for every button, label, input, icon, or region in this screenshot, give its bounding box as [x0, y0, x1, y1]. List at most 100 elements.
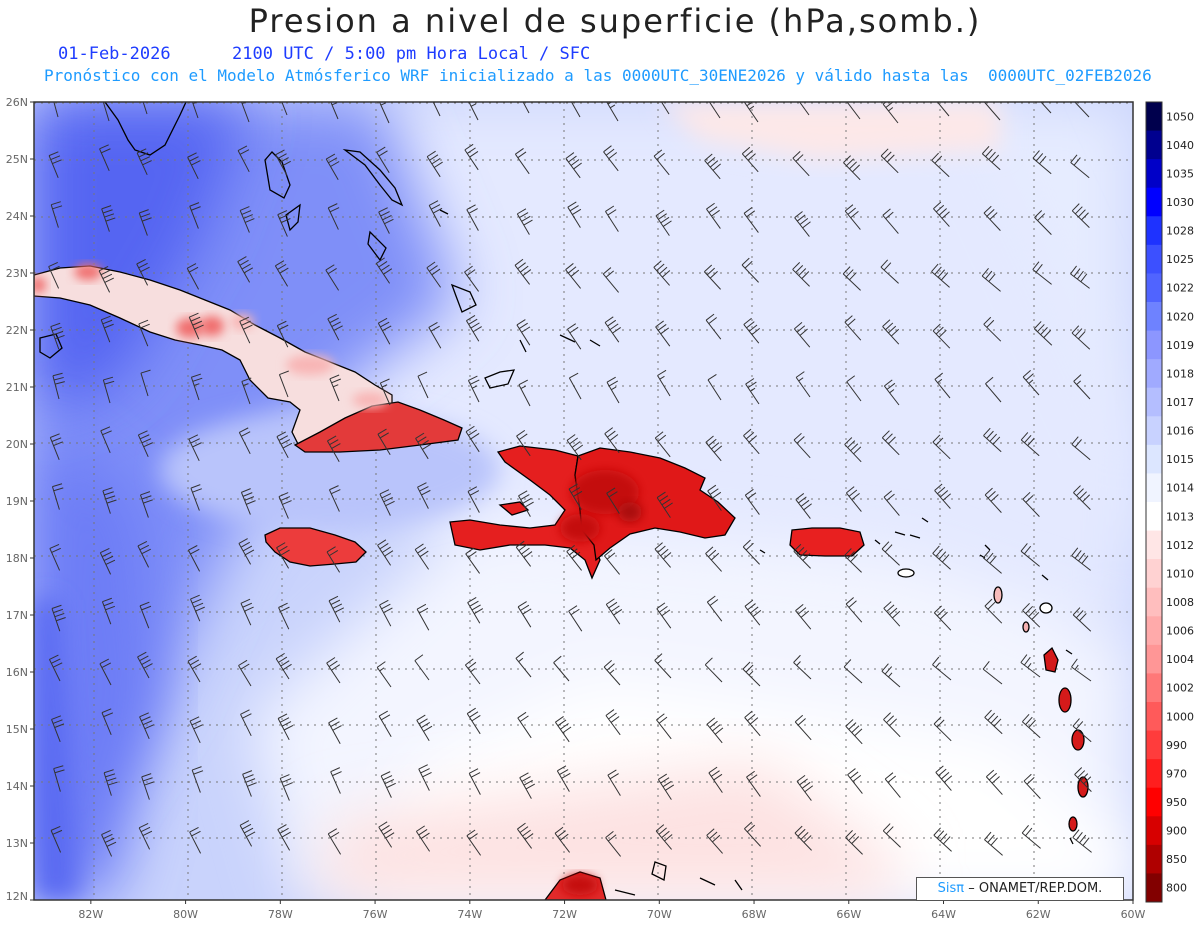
wind-barb	[1072, 829, 1092, 853]
lat-label: 18N	[6, 552, 28, 565]
wind-barb	[932, 545, 951, 570]
legend-level-label: 1022	[1166, 282, 1194, 295]
cuba-east	[293, 401, 463, 453]
wind-barb	[417, 482, 431, 509]
wind-barb	[983, 102, 1001, 121]
wind-barb	[50, 322, 65, 350]
legend-level-label: 1015	[1166, 453, 1194, 466]
florida-coast	[104, 102, 187, 156]
wind-barb	[742, 539, 760, 565]
legend-swatch	[1146, 273, 1162, 303]
wind-barb	[845, 486, 862, 512]
wind-barb	[189, 827, 202, 854]
legend-level-label: 1006	[1166, 625, 1194, 638]
wind-barb	[53, 102, 59, 118]
wind-barb	[985, 769, 1003, 795]
wind-barb	[187, 152, 201, 180]
legend-level-label: 850	[1166, 853, 1187, 866]
wind-barb	[882, 823, 901, 848]
lon-label: 66W	[836, 908, 861, 921]
wind-barb	[1020, 543, 1040, 567]
credit-box: Sisπ – ONAMET/REP.DOM.	[916, 877, 1124, 901]
wind-barb	[102, 487, 117, 514]
wind-barb	[845, 597, 863, 623]
wind-barb	[705, 313, 722, 340]
wind-barb	[567, 323, 582, 350]
lon-label: 80W	[173, 908, 198, 921]
wind-barb	[1071, 658, 1092, 682]
wind-barb	[49, 543, 61, 571]
wind-barb	[880, 259, 899, 284]
wind-barb	[432, 102, 441, 117]
wind-barb	[933, 201, 950, 227]
wind-barb	[845, 719, 863, 745]
island-antigua	[1039, 602, 1053, 614]
wind-barb	[1033, 321, 1053, 346]
wind-barb	[844, 437, 862, 463]
wind-barb	[48, 654, 63, 682]
wind-barb	[464, 265, 480, 292]
wind-barb	[846, 102, 861, 120]
island-st-kitts	[993, 586, 1003, 604]
wind-barb	[139, 601, 152, 629]
wind-barb	[744, 821, 761, 847]
wind-barb	[795, 603, 812, 630]
wind-barb	[53, 765, 65, 792]
lon-label: 62W	[1026, 908, 1051, 921]
legend-swatch	[1146, 330, 1162, 360]
wind-barb	[554, 716, 572, 743]
wind-barb	[983, 205, 1001, 231]
wind-barb	[607, 769, 621, 796]
wind-barb	[467, 597, 484, 624]
wind-barb	[741, 146, 759, 173]
wind-barb	[985, 376, 1002, 403]
wind-barb	[556, 765, 571, 792]
wind-barb	[101, 708, 114, 735]
lon-label: 70W	[647, 908, 672, 921]
wind-barb	[139, 712, 155, 740]
wind-barb	[983, 427, 1002, 453]
lon-label: 72W	[552, 908, 577, 921]
wind-barb	[102, 102, 110, 122]
wind-barb	[933, 605, 952, 631]
wind-barb	[843, 659, 863, 684]
wind-barb	[1073, 485, 1091, 510]
forecast-time-line: 01-Feb-2026 2100 UTC / 5:00 pm Hora Loca…	[58, 44, 590, 64]
wind-barb	[707, 484, 722, 511]
legend-level-label: 1018	[1166, 367, 1194, 380]
latitude-labels: 26N 25N 24N 23N 22N 21N 20N 19N 18N 17N 16N 15N 14N 1…	[6, 96, 34, 903]
wind-barb	[377, 428, 391, 456]
wind-barb	[705, 546, 722, 572]
wind-barb	[415, 825, 431, 852]
wind-barb	[1071, 203, 1090, 228]
wind-barb	[376, 146, 390, 174]
legend-level-label: 950	[1166, 796, 1187, 809]
wind-barb	[99, 547, 116, 575]
wind-barb	[516, 429, 531, 457]
wind-barb	[744, 488, 760, 515]
wind-barb	[277, 210, 291, 237]
sispi-logo-text: Sisπ	[937, 881, 965, 896]
bahamas-islands	[264, 149, 601, 389]
lat-label: 26N	[6, 96, 28, 109]
wind-barb	[982, 549, 1002, 574]
wind-barb	[935, 765, 953, 791]
wind-barb	[653, 149, 670, 176]
wind-barb	[984, 598, 1003, 624]
wind-barb	[275, 652, 292, 680]
wind-barb	[568, 372, 582, 400]
wind-barb	[274, 260, 289, 287]
wind-barb	[517, 601, 532, 628]
wind-barb	[743, 428, 760, 455]
wind-barb	[466, 204, 479, 231]
wind-barb	[933, 827, 952, 852]
legend-swatch	[1146, 159, 1162, 189]
land-cores	[34, 264, 642, 895]
wind-barb	[746, 770, 761, 797]
wind-barb	[326, 546, 341, 573]
wind-barb	[514, 258, 532, 285]
wind-barb	[138, 319, 150, 347]
legend-level-label: 900	[1166, 825, 1187, 838]
legend-swatch	[1146, 616, 1162, 646]
wind-barb	[745, 378, 760, 405]
